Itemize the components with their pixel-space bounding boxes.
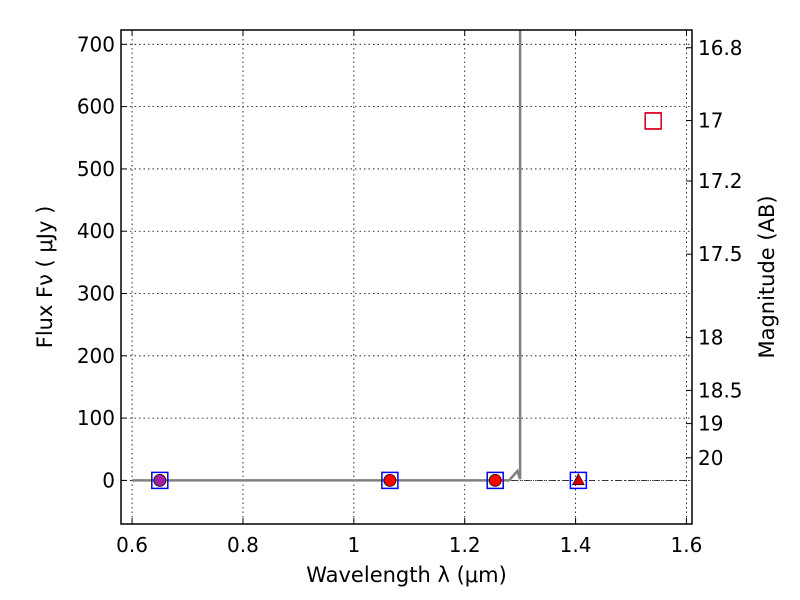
- grid: [121, 30, 692, 524]
- right-tick-label: 18: [698, 326, 723, 350]
- square-marker: [381, 471, 399, 490]
- x-axis-label: Wavelength λ (μm): [306, 563, 507, 587]
- circle-marker: [488, 473, 502, 487]
- x-tick-label: 1: [347, 533, 360, 557]
- triangle-marker: [571, 473, 585, 486]
- y-tick-label: 700: [77, 32, 115, 56]
- y-tick-label: 100: [77, 406, 115, 430]
- y-tick-label: 600: [77, 95, 115, 119]
- plot-frame: [120, 29, 693, 525]
- right-tick-label: 17.5: [698, 242, 743, 266]
- right-tick-label: 17.2: [698, 169, 743, 193]
- model-line: [132, 30, 522, 482]
- y-tick-label: 0: [102, 468, 115, 492]
- right-tick-label: 17: [698, 109, 723, 133]
- square-marker: [151, 471, 169, 490]
- square-marker: [644, 112, 662, 130]
- x-tick-label: 1.2: [449, 533, 481, 557]
- right-tick-label: 20: [698, 446, 723, 470]
- y-tick-label: 500: [77, 157, 115, 181]
- x-tick-label: 1.4: [560, 533, 592, 557]
- y-axis-right-label: Magnitude (AB): [755, 195, 779, 358]
- right-tick-label: 19: [698, 412, 723, 436]
- right-tick-label: 16.8: [698, 36, 743, 60]
- y-tick-label: 300: [77, 282, 115, 306]
- x-tick-label: 0.6: [116, 533, 148, 557]
- model-curve: [132, 30, 522, 482]
- square-marker: [569, 471, 588, 490]
- right-tick-label: 18.5: [698, 378, 743, 402]
- square-marker: [644, 112, 662, 130]
- x-tick-label: 1.6: [671, 533, 703, 557]
- data-points: [151, 112, 662, 490]
- circle-marker: [153, 473, 167, 487]
- circle-marker: [383, 473, 397, 487]
- square-marker: [486, 471, 504, 490]
- x-tick-label: 0.8: [227, 533, 259, 557]
- y-tick-label: 400: [77, 219, 115, 243]
- y-tick-label: 200: [77, 344, 115, 368]
- y-axis-label: Flux Fν ( μJy ): [33, 206, 57, 349]
- axis-ticks: 0.6 0.8 1 1.2 1.4 1.6 0 100 200 300 400 500 600 700 16…: [77, 30, 743, 557]
